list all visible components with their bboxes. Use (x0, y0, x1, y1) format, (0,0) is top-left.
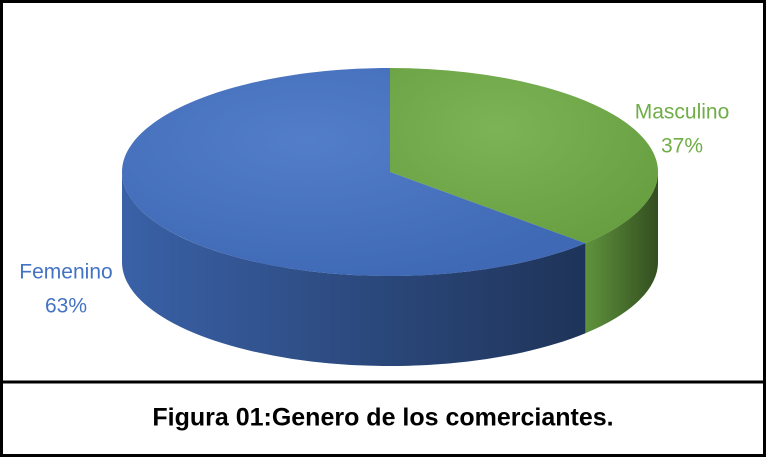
slice-side-shade (585, 172, 658, 334)
slice-gloss (121, 68, 586, 276)
slice-side-shade (121, 172, 586, 366)
pie (121, 68, 658, 366)
slice-label: Femenino (19, 261, 112, 284)
slice-value-label: 63% (45, 295, 87, 318)
caption: Figura 01:Genero de los comerciantes. (152, 404, 613, 432)
slice-gloss (390, 68, 658, 244)
slice-value-label: 37% (661, 135, 703, 158)
slice-label: Masculino (635, 101, 730, 124)
